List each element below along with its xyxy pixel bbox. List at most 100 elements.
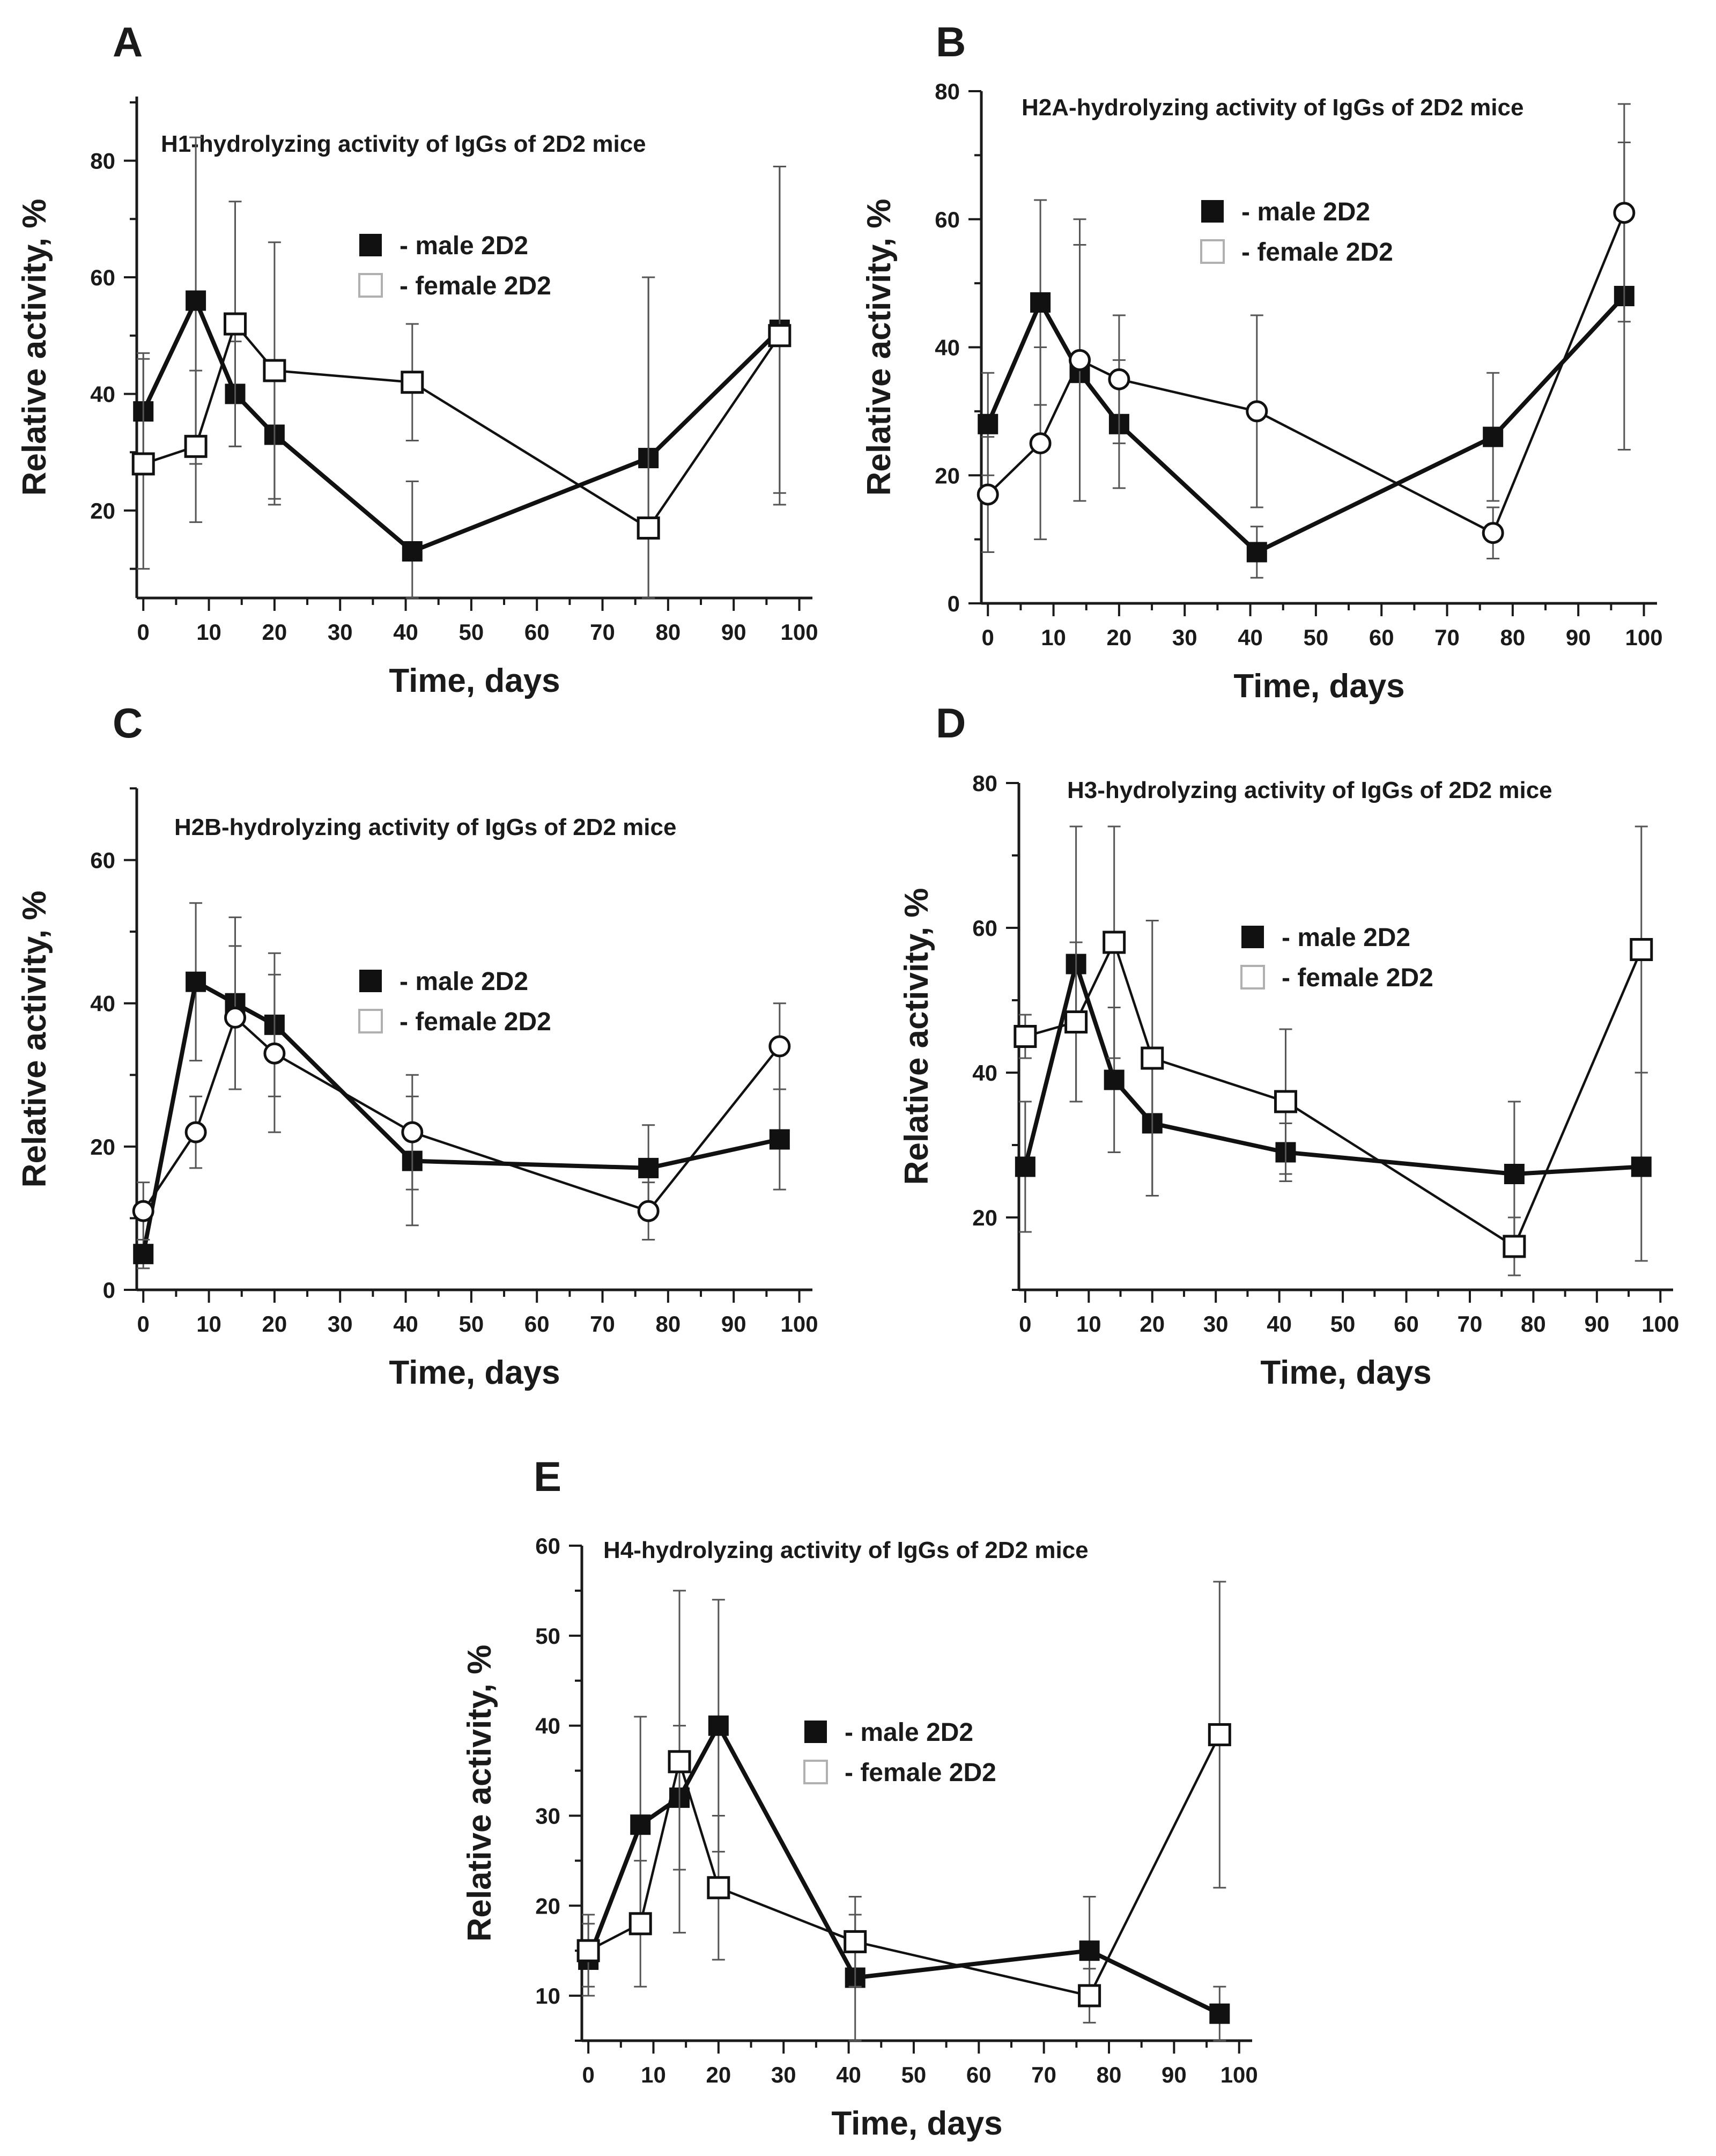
y-tick-label: 40: [535, 1714, 560, 1739]
x-tick-label: 20: [1107, 625, 1132, 650]
series-line: [141, 298, 781, 554]
data-point: [628, 1912, 652, 1936]
y-tick-label: 20: [935, 463, 960, 488]
x-tick-label: 80: [1500, 625, 1526, 650]
x-axis-label: Time, days: [389, 1354, 560, 1391]
y-tick-label: 20: [90, 498, 115, 523]
legend-label: - male 2D2: [845, 1718, 973, 1747]
x-tick-label: 40: [1267, 1311, 1292, 1337]
x-axis-label: Time, days: [389, 662, 560, 699]
chart-title: H4-hydrolyzing activity of IgGs of 2D2 m…: [603, 1537, 1089, 1563]
x-tick-label: 80: [656, 619, 681, 645]
series-line: [1023, 962, 1642, 1176]
chart-panel-d: D 0 10 20 30 40 50 60 70 80 90 100 20 40 60 80 Time, day…: [898, 699, 1679, 1391]
x-tick-label: 70: [590, 619, 615, 645]
x-tick-label: 100: [780, 1311, 818, 1337]
panel-letter: E: [534, 1453, 561, 1500]
y-tick-label: 20: [535, 1893, 560, 1918]
panel-letter: A: [113, 18, 143, 65]
x-tick-label: 40: [393, 619, 418, 645]
y-tick-label: 0: [948, 591, 960, 616]
legend-marker-male: [1201, 200, 1224, 223]
x-tick-label: 50: [459, 619, 484, 645]
x-tick-label: 10: [196, 619, 221, 645]
data-point: [1209, 2003, 1230, 2024]
series-line: [142, 1016, 781, 1213]
x-tick-label: 90: [1585, 1311, 1610, 1337]
data-point: [1030, 292, 1051, 313]
legend-marker-male: [359, 970, 382, 992]
legend: - male 2D2 - female 2D2: [803, 1718, 996, 1787]
x-tick-label: 0: [137, 1311, 150, 1337]
legend: - male 2D2 - female 2D2: [358, 232, 551, 300]
data-point: [638, 1157, 659, 1178]
data-point: [1482, 522, 1504, 544]
y-axis-label: Relative activity, %: [861, 199, 898, 496]
series-female: [977, 103, 1636, 559]
y-tick-label: 80: [90, 149, 115, 174]
series-male: [133, 902, 790, 1269]
data-point: [768, 1035, 791, 1058]
data-point: [1014, 1025, 1037, 1048]
data-point: [184, 434, 208, 458]
y-tick-label: 40: [972, 1060, 997, 1086]
data-point: [630, 1814, 651, 1835]
x-tick-label: 90: [721, 619, 746, 645]
series-female: [576, 1581, 1231, 2024]
x-tick-label: 10: [1041, 625, 1066, 650]
data-point: [263, 1042, 286, 1065]
data-point: [1504, 1164, 1525, 1184]
x-tick-label: 20: [262, 1311, 287, 1337]
x-axis-label: Time, days: [1233, 668, 1404, 705]
x-axis-label: Time, days: [831, 2105, 1002, 2142]
x-tick-label: 100: [780, 619, 818, 645]
series-male: [578, 1599, 1230, 2042]
y-axis-label: Relative activity, %: [461, 1645, 498, 1942]
y-axis-label: Relative activity, %: [898, 888, 935, 1185]
x-tick-label: 20: [262, 619, 287, 645]
data-point: [223, 312, 247, 336]
data-point: [1613, 202, 1636, 224]
legend: - male 2D2 - female 2D2: [1200, 198, 1393, 267]
x-tick-label: 30: [1172, 625, 1197, 650]
legend-marker-male: [1241, 926, 1264, 948]
legend-marker-female: [358, 1009, 383, 1033]
panel-letter: D: [936, 699, 966, 747]
chart-panel-c: C 0 10 20 30 40 50 60 70 80 90 100 0 20 40 60 Time, days…: [16, 699, 818, 1391]
legend-label: - male 2D2: [1241, 198, 1370, 226]
data-point: [708, 1715, 729, 1736]
data-point: [637, 516, 660, 540]
x-tick-label: 30: [771, 2062, 796, 2087]
x-axis-label: Time, days: [1260, 1354, 1431, 1391]
legend-label: - male 2D2: [400, 968, 528, 996]
x-tick-label: 60: [524, 1311, 550, 1337]
x-tick-label: 60: [1369, 625, 1394, 650]
legend-marker-female: [1200, 239, 1225, 264]
y-tick-label: 0: [103, 1278, 115, 1303]
panel-letter: B: [936, 18, 966, 65]
y-tick-label: 20: [90, 1134, 115, 1160]
legend-label: - female 2D2: [400, 1008, 551, 1036]
y-tick-label: 50: [535, 1623, 560, 1649]
x-tick-label: 100: [1221, 2062, 1258, 2087]
series-male: [133, 136, 790, 599]
x-tick-label: 100: [1625, 625, 1662, 650]
data-point: [1029, 432, 1052, 455]
legend-marker-female: [1240, 965, 1265, 990]
data-point: [1068, 349, 1091, 371]
legend-label: - female 2D2: [845, 1759, 996, 1787]
x-tick-label: 50: [1330, 1311, 1356, 1337]
legend-label: - female 2D2: [1241, 238, 1393, 267]
data-point: [133, 1244, 154, 1265]
data-point: [668, 1750, 691, 1774]
y-tick-label: 60: [972, 915, 997, 941]
legend-label: - male 2D2: [1282, 924, 1410, 952]
data-point: [131, 452, 155, 476]
legend-label: - male 2D2: [400, 232, 528, 260]
series-female: [132, 945, 791, 1241]
x-tick-label: 60: [524, 619, 550, 645]
data-point: [186, 971, 206, 992]
data-point: [768, 324, 792, 348]
x-tick-label: 100: [1641, 1311, 1679, 1337]
